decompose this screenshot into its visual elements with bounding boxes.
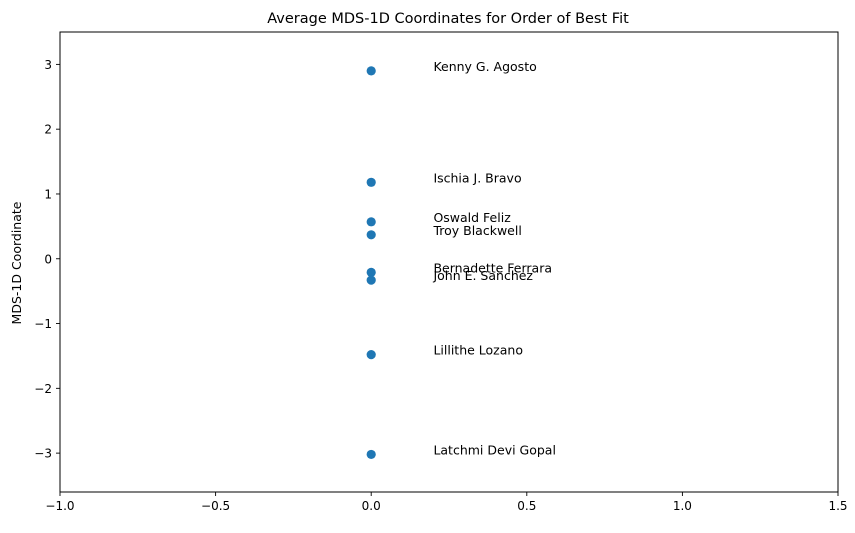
y-tick-label: 2	[44, 123, 52, 137]
point-label: Latchmi Devi Gopal	[433, 442, 556, 457]
x-tick-label: −0.5	[201, 499, 230, 513]
data-point	[366, 217, 376, 227]
point-label: Ischia J. Bravo	[433, 170, 521, 185]
data-point	[366, 350, 376, 360]
y-tick-label: 0	[44, 252, 52, 266]
y-tick-label: 3	[44, 58, 52, 72]
data-point	[366, 230, 376, 240]
data-point	[366, 449, 376, 460]
plot-area: −1.0 −0.5 0.0 0.5 1.0 1.5 3 2 1 0 −1 −2 −3 Kenny G. A…	[34, 31, 848, 513]
data-point	[366, 177, 376, 187]
y-tick-label: −1	[34, 317, 52, 331]
y-tick-label: −3	[34, 447, 52, 461]
point-label: Oswald Feliz	[433, 210, 511, 225]
point-label: Troy Blackwell	[432, 223, 521, 238]
y-tick-label: −2	[34, 382, 52, 396]
point-label: Bernadette Ferrara	[433, 260, 552, 275]
x-tick-label: −1.0	[45, 499, 74, 513]
x-tick-label: 0.0	[362, 499, 381, 513]
data-point	[366, 275, 376, 285]
data-point	[366, 66, 376, 76]
x-tick-label: 1.5	[828, 499, 847, 513]
y-tick-label: 1	[44, 187, 52, 201]
x-tick-label: 0.5	[517, 499, 536, 513]
chart-title: Average MDS-1D Coordinates for Order of …	[267, 11, 629, 27]
data-point	[366, 267, 376, 277]
x-tick-label: 1.0	[673, 499, 692, 513]
point-label: Kenny G. Agosto	[433, 59, 536, 74]
point-label: John E. Sanchez	[432, 268, 533, 283]
y-axis-label: MDS-1D Coordinate	[9, 201, 24, 324]
point-label: Lillithe Lozano	[433, 343, 523, 358]
plot-frame	[59, 31, 839, 493]
